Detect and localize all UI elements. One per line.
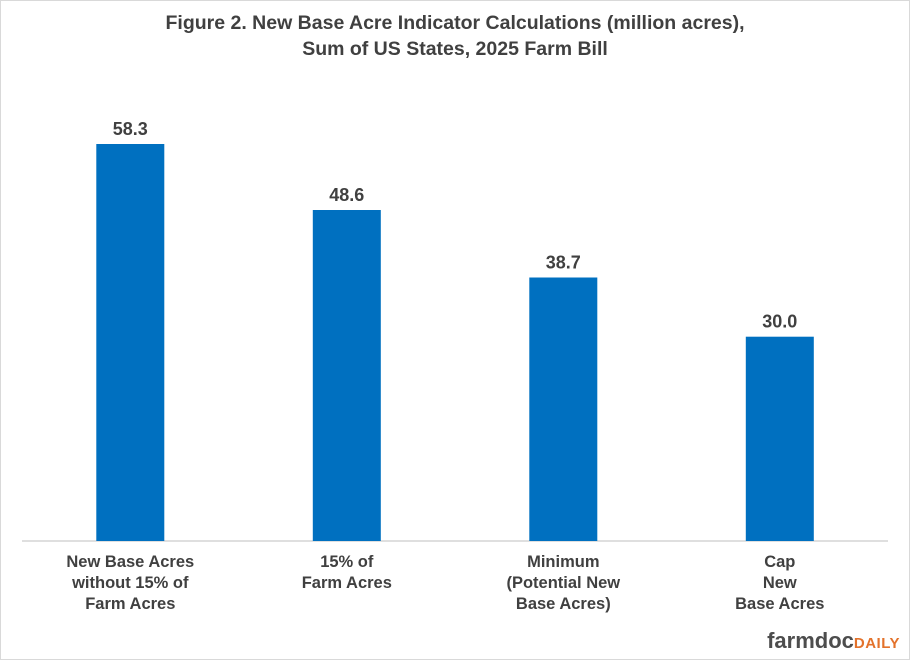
bar-value-label-3: 38.7 <box>546 253 581 273</box>
farmdoc-daily-logo: farmdocDAILY <box>767 628 900 654</box>
logo-farmdoc-text: farmdoc <box>767 628 854 653</box>
bar-value-label-4: 30.0 <box>762 312 797 332</box>
category-label-3-line-1: Minimum <box>527 553 600 571</box>
chart-title-line-2: Sum of US States, 2025 Farm Bill <box>302 38 608 60</box>
chart-title-line-1: Figure 2. New Base Acre Indicator Calcul… <box>165 12 745 34</box>
bar-2 <box>312 210 381 541</box>
bar-value-label-2: 48.6 <box>329 185 364 205</box>
category-label-4-line-3: Base Acres <box>735 595 825 613</box>
category-label-2: 15% of Farm Acres <box>257 552 437 594</box>
category-label-1-line-2: without 15% of <box>72 574 189 592</box>
bar-value-label-1: 58.3 <box>113 119 148 139</box>
bar-3 <box>529 277 598 541</box>
category-label-4: Cap New Base Acres <box>690 552 870 615</box>
category-label-2-line-1: 15% of <box>320 553 374 571</box>
category-label-4-line-2: New <box>762 574 797 592</box>
category-label-1-line-1: New Base Acres <box>66 553 195 571</box>
category-label-3-line-3: Base Acres) <box>515 595 611 613</box>
category-label-1: New Base Acres without 15% of Farm Acres <box>40 552 220 615</box>
category-label-4-line-1: Cap <box>764 553 796 571</box>
logo-daily-text: DAILY <box>853 635 900 652</box>
category-label-1-line-3: Farm Acres <box>85 595 176 613</box>
category-label-3-line-2: (Potential New <box>506 574 621 592</box>
category-label-3: Minimum (Potential New Base Acres) <box>473 552 653 615</box>
chart-title: Figure 2. New Base Acre Indicator Calcul… <box>0 10 910 62</box>
category-label-2-line-2: Farm Acres <box>301 574 392 592</box>
bar-4 <box>745 336 814 541</box>
bar-1 <box>96 144 165 541</box>
